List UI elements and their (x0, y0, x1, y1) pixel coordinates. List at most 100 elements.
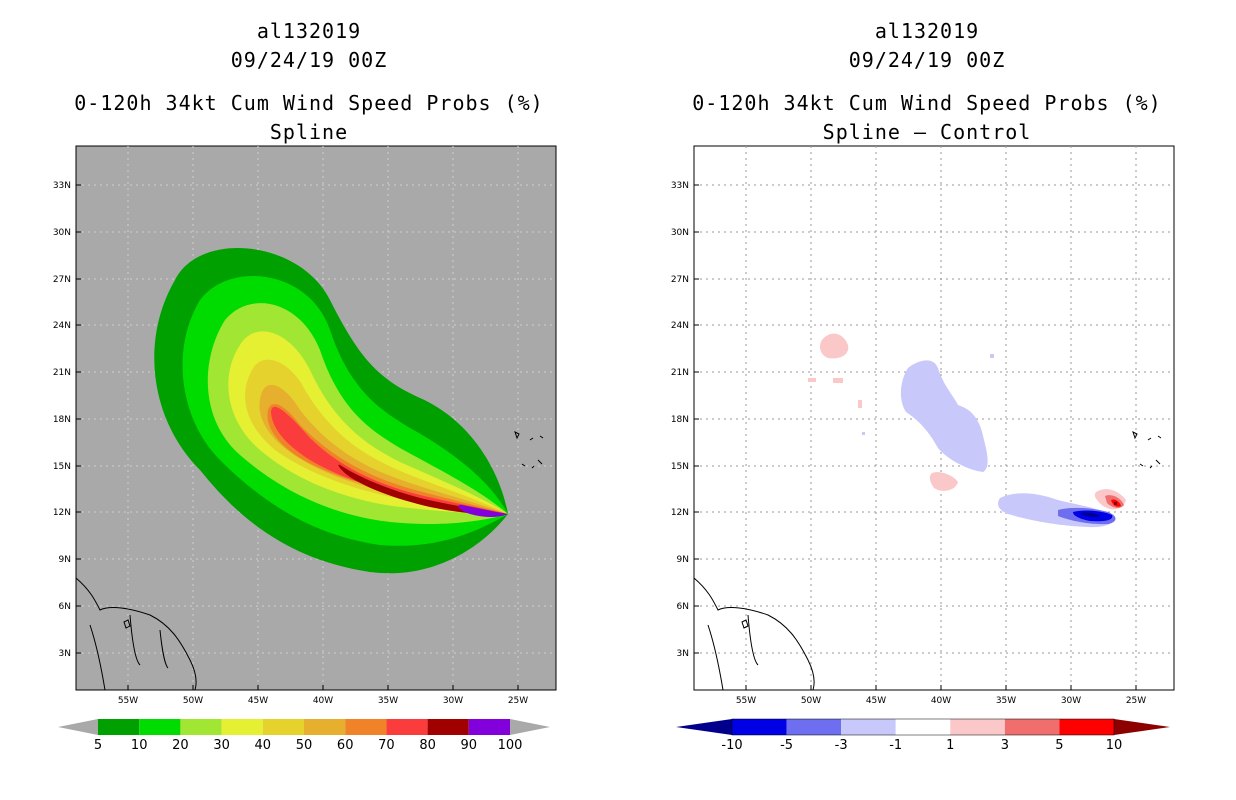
right-subtitle: Spline – Control (822, 120, 1032, 144)
right-lat-label: 30N (671, 228, 689, 238)
right-colorbar-swatch (732, 719, 787, 735)
left-lon-label: 40W (313, 696, 333, 706)
right-lat-label: 33N (671, 181, 689, 191)
probability-contours (154, 247, 509, 574)
left-colorbar-label: 60 (337, 738, 354, 753)
right-lat-label: 12N (671, 508, 689, 518)
left-colorbar-label: 90 (461, 738, 478, 753)
right-map-panel: al132019 09/24/19 00Z 0-120h 34kt Cum Wi… (618, 0, 1236, 800)
right-lon-label: 45W (866, 696, 886, 706)
left-lat-label: 33N (53, 181, 71, 191)
right-lat-label: 6N (677, 602, 689, 612)
left-subtitle: Spline (269, 120, 349, 144)
left-lat-label: 6N (59, 602, 71, 612)
right-storm-id: al132019 (874, 19, 980, 43)
right-lat-label: 21N (671, 368, 689, 378)
left-lat-label: 24N (53, 321, 71, 331)
left-colorbar-label: 50 (296, 738, 313, 753)
diff-neg-darkest (1080, 512, 1100, 517)
right-lat-label: 9N (677, 555, 689, 565)
left-lon-label: 55W (118, 696, 138, 706)
left-map-panel: al132019 09/24/19 00Z 0-120h 34kt Cum Wi… (53, 19, 557, 753)
left-colorbar-swatch (304, 719, 346, 735)
left-axis-ticks: 33N 30N 27N 24N 21N 18N 15N 12N 9N 6N 3N 55W 50W 45W 4… (53, 181, 528, 706)
right-colorbar-label: 1 (946, 738, 954, 753)
right-colorbar-label: -1 (889, 738, 902, 753)
right-lon-label: 55W (736, 696, 756, 706)
left-datetime: 09/24/19 00Z (230, 48, 388, 72)
left-colorbar: 5 10 20 30 40 50 60 70 80 90 100 (58, 719, 550, 753)
left-colorbar-label: 80 (419, 738, 436, 753)
left-lon-label: 25W (508, 696, 528, 706)
diff-pos-light-1 (820, 333, 849, 359)
left-lat-label: 9N (59, 555, 71, 565)
left-colorbar-swatch (427, 719, 469, 735)
right-lat-label: 24N (671, 321, 689, 331)
left-lon-label: 35W (378, 696, 398, 706)
right-lat-label: 15N (671, 462, 689, 472)
right-coastlines (693, 431, 1162, 691)
right-colorbar-label: -5 (780, 738, 793, 753)
left-colorbar-high-arrow (510, 719, 550, 735)
left-colorbar-swatch (180, 719, 222, 735)
right-colorbar-swatch (895, 719, 951, 735)
right-lon-label: 30W (1061, 696, 1081, 706)
left-map-svg: 33N 30N 27N 24N 21N 18N 15N 12N 9N 6N 3N 55W 50W 45W 4… (53, 145, 557, 753)
right-lon-label: 25W (1126, 696, 1146, 706)
left-colorbar-swatch (468, 719, 510, 735)
left-product-title: 0-120h 34kt Cum Wind Speed Probs (%) (74, 91, 544, 115)
right-colorbar-swatch (1059, 719, 1114, 735)
left-colorbar-label: 5 (94, 738, 102, 753)
right-lat-label: 18N (671, 415, 689, 425)
diff-pos-max (1114, 502, 1117, 505)
diff-pos-speck-1 (808, 378, 862, 408)
left-colorbar-low-arrow (58, 719, 98, 735)
right-datetime: 09/24/19 00Z (848, 48, 1006, 72)
right-colorbar-low-arrow (676, 719, 732, 735)
right-colorbar-swatch (950, 719, 1005, 735)
left-colorbar-label: 10 (131, 738, 148, 753)
right-product-title: 0-120h 34kt Cum Wind Speed Probs (%) (692, 91, 1162, 115)
right-lon-label: 40W (931, 696, 951, 706)
left-colorbar-label: 40 (255, 738, 272, 753)
left-lon-label: 30W (443, 696, 463, 706)
left-coastlines (75, 431, 544, 691)
left-lon-label: 45W (248, 696, 268, 706)
right-lat-label: 3N (677, 649, 689, 659)
right-axis-ticks: 33N 30N 27N 24N 21N 18N 15N 12N 9N 6N 3N 55W 50W 45W 4… (671, 181, 1146, 706)
right-lon-label: 35W (996, 696, 1016, 706)
contour-80 (338, 464, 508, 515)
left-colorbar-swatch (139, 719, 181, 735)
right-colorbar: -10 -5 -3 -1 1 3 5 10 (676, 718, 1170, 753)
right-colorbar-high-arrow (1114, 719, 1170, 735)
right-lon-label: 50W (801, 696, 821, 706)
left-colorbar-swatch (98, 719, 140, 735)
left-colorbar-label: 30 (213, 738, 230, 753)
right-colorbar-label: -3 (835, 738, 848, 753)
right-colorbar-label: -10 (721, 738, 742, 753)
left-lat-label: 27N (53, 275, 71, 285)
left-colorbar-label: 100 (498, 738, 523, 753)
right-map-svg: 33N 30N 27N 24N 21N 18N 15N 12N 9N 6N 3N 55W 50W 45W 4… (671, 145, 1175, 753)
right-colorbar-label: 5 (1055, 738, 1063, 753)
left-colorbar-label: 20 (172, 738, 189, 753)
left-lat-label: 12N (53, 508, 71, 518)
left-storm-id: al132019 (256, 19, 362, 43)
right-colorbar-label: 10 (1106, 738, 1123, 753)
left-colorbar-swatch (221, 719, 263, 735)
left-colorbar-swatch (386, 719, 428, 735)
left-colorbar-swatch (345, 719, 387, 735)
right-lat-label: 27N (671, 275, 689, 285)
left-lat-label: 21N (53, 368, 71, 378)
right-colorbar-swatch (1004, 719, 1060, 735)
left-lon-label: 50W (183, 696, 203, 706)
difference-contours (808, 333, 1126, 528)
right-colorbar-swatch (841, 719, 896, 735)
left-colorbar-label: 70 (378, 738, 395, 753)
left-lat-label: 3N (59, 649, 71, 659)
diff-neg-light-1 (900, 360, 988, 472)
right-colorbar-label: 3 (1001, 738, 1009, 753)
contour-70 (271, 406, 508, 514)
right-colorbar-border (731, 718, 1115, 736)
contour-90 (458, 504, 508, 517)
